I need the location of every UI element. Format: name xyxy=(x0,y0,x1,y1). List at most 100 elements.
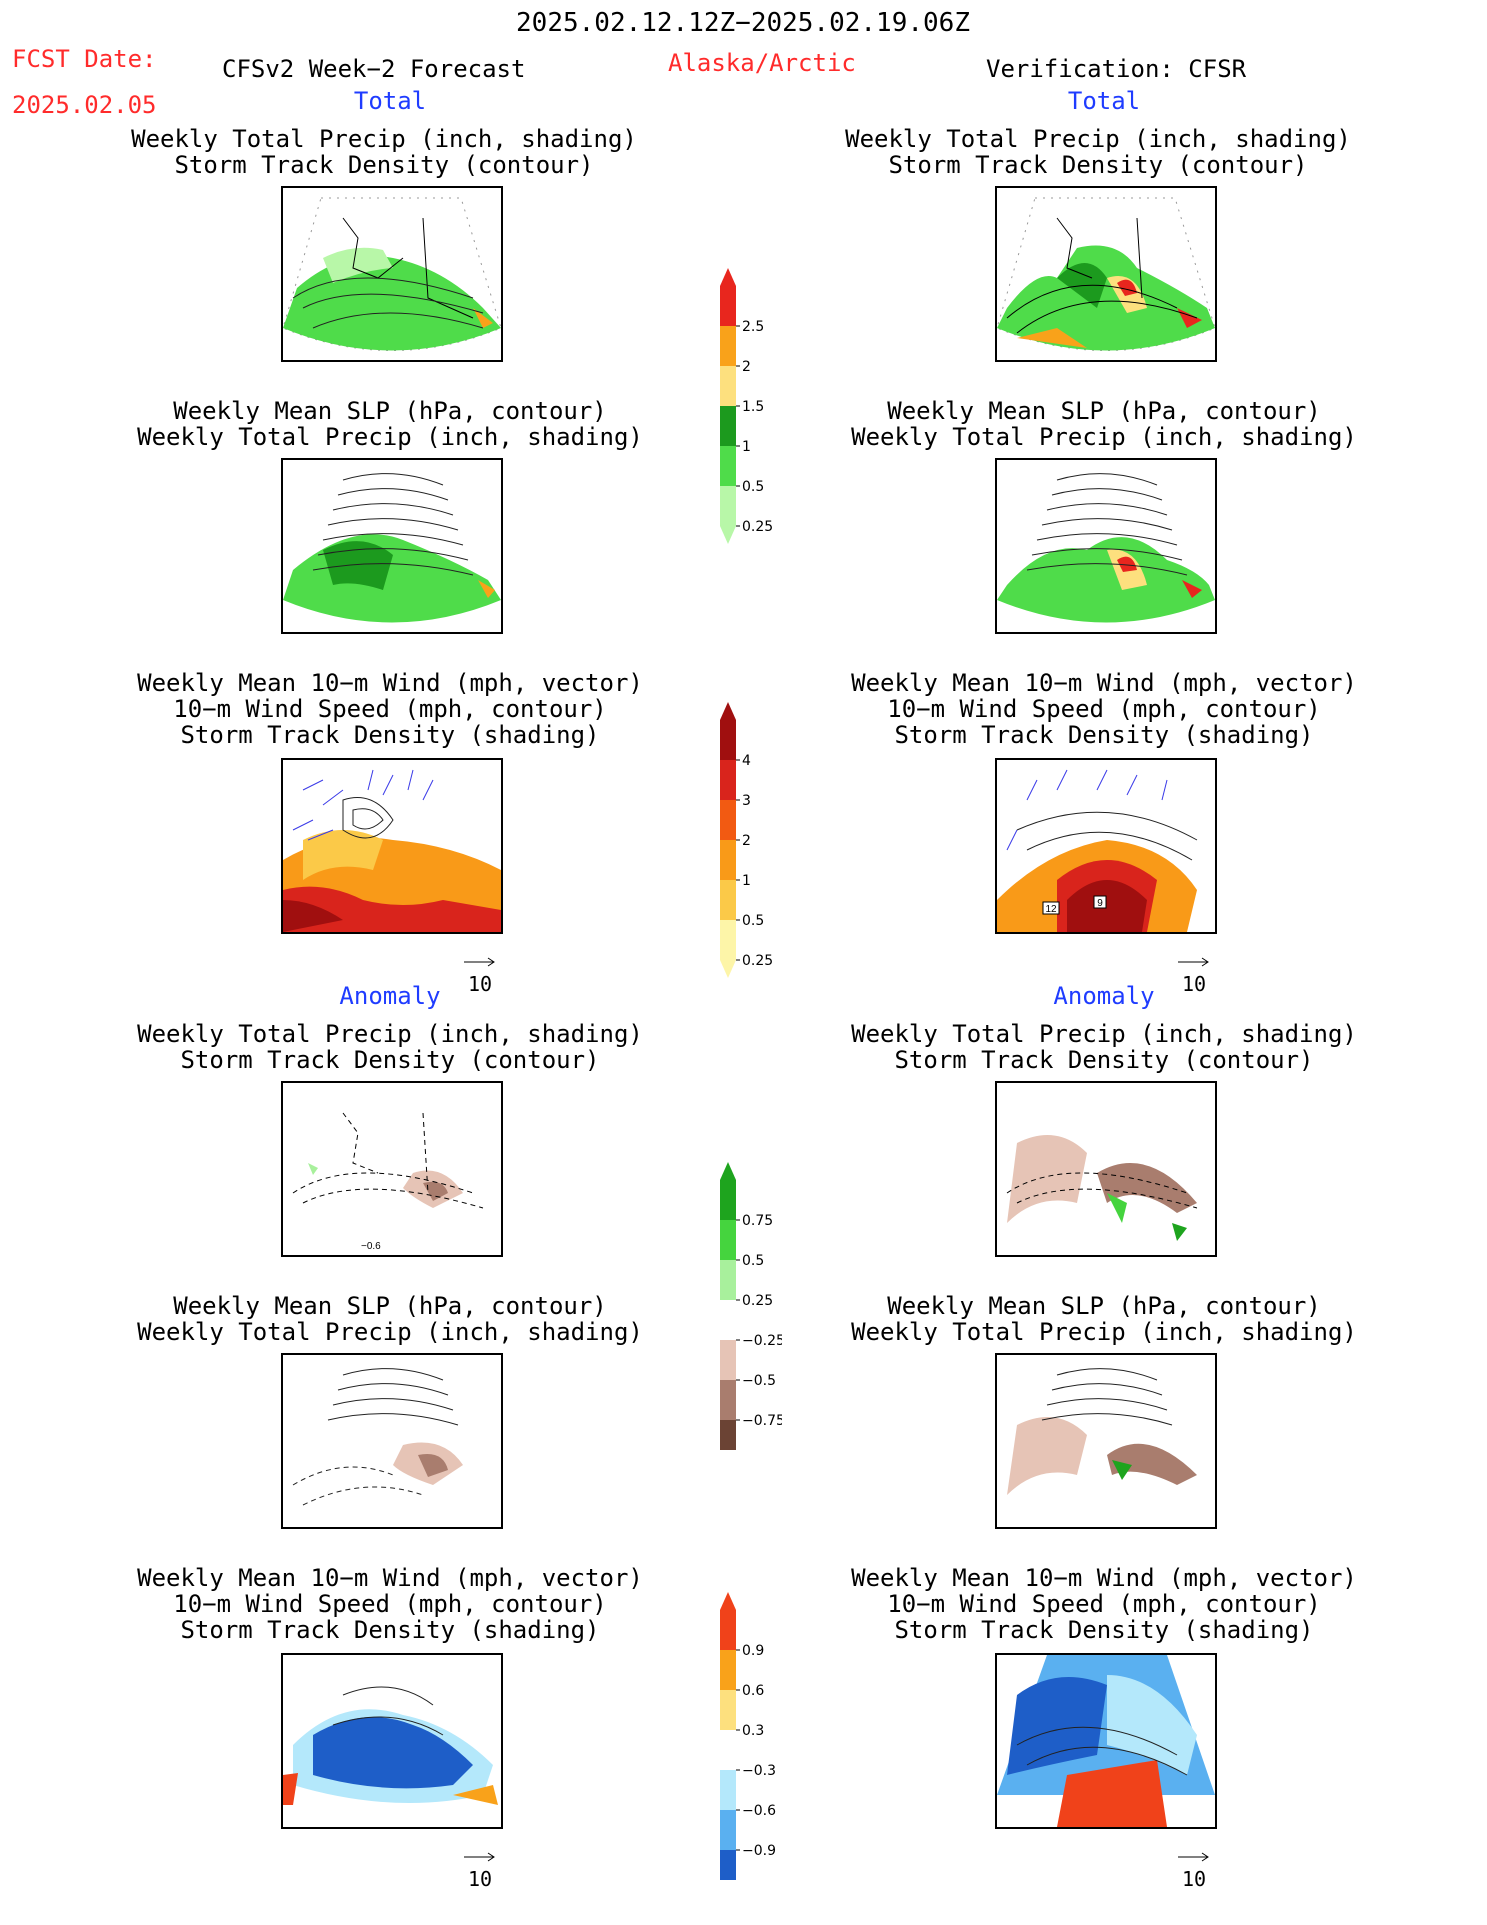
title-row1-left: Weekly Total Precip (inch, shading) Storm… xyxy=(131,125,637,179)
colorbar-swatch xyxy=(720,840,736,880)
colorbar-swatch xyxy=(720,800,736,840)
colorbar-swatch xyxy=(720,1300,736,1340)
colorbar-swatch xyxy=(720,1340,736,1380)
colorbar-label: 0.75 xyxy=(742,1213,773,1229)
colorbar-swatch xyxy=(720,406,736,446)
section-total-right: Total xyxy=(1067,87,1141,115)
map-obs-total-wind-storm: 12 9 xyxy=(995,758,1217,934)
contour-label: −0.6 xyxy=(361,1241,381,1252)
title-row4-left: Weekly Total Precip (inch, shading) Storm… xyxy=(137,1020,643,1074)
map-obs-anom-wind-storm xyxy=(995,1653,1217,1829)
colorbar-label: 0.25 xyxy=(742,1293,773,1309)
colorbar-anomaly-precip: 0.75 0.5 0.25 −0.25 −0.5 −0.75 xyxy=(720,1162,782,1450)
section-anomaly-left: Anomaly xyxy=(339,982,441,1010)
colorbar-cap-top xyxy=(720,268,736,286)
colorbar-swatch xyxy=(720,880,736,920)
colorbar-cap-top xyxy=(720,1592,736,1610)
colorbar-swatch xyxy=(720,1180,736,1220)
title-row5-left: Weekly Mean SLP (hPa, contour) Weekly Tot… xyxy=(137,1292,643,1346)
colorbar-cap-top xyxy=(720,1162,736,1180)
colorbar-swatch xyxy=(720,1420,736,1450)
title-row2-right: Weekly Mean SLP (hPa, contour) Weekly Tot… xyxy=(851,397,1357,451)
colorbar-label: 2 xyxy=(742,833,751,849)
colorbar-total-precip: 2.5 2 1.5 1 0.5 0.25 xyxy=(720,268,773,544)
colorbar-swatch xyxy=(720,1220,736,1260)
colorbar-cap-top xyxy=(720,702,736,720)
title-row4-right: Weekly Total Precip (inch, shading) Storm… xyxy=(851,1020,1357,1074)
map-fcst-total-wind-storm xyxy=(281,758,503,934)
map-obs-anom-precip-storm xyxy=(995,1081,1217,1257)
colorbar-label: 2 xyxy=(742,359,751,375)
colorbar-swatch xyxy=(720,1850,736,1880)
colorbar-swatch xyxy=(720,286,736,326)
fcst-label: FCST Date: xyxy=(12,45,157,73)
verification-label: Verification: CFSR xyxy=(986,55,1247,83)
title-row6-left: Weekly Mean 10−m Wind (mph, vector) 10−m … xyxy=(137,1564,643,1644)
colorbar-swatch xyxy=(720,920,736,960)
colorbar-total-storm-density: 4 3 2 1 0.5 0.25 xyxy=(720,702,773,978)
colorbar-swatch xyxy=(720,1730,736,1770)
map-obs-anom-slp-precip xyxy=(995,1353,1217,1529)
fcst-date: 2025.02.05 xyxy=(12,91,157,119)
colorbar-label: 0.5 xyxy=(742,913,764,929)
colorbar-swatch xyxy=(720,1380,736,1420)
colorbar-swatch xyxy=(720,1770,736,1810)
colorbar-label: 2.5 xyxy=(742,319,764,335)
vector-ref-row6-left: 10 xyxy=(462,1843,498,1891)
title-row2-left: Weekly Mean SLP (hPa, contour) Weekly Tot… xyxy=(137,397,643,451)
map-fcst-anom-slp-precip xyxy=(281,1353,503,1529)
title-row1-right: Weekly Total Precip (inch, shading) Storm… xyxy=(845,125,1351,179)
colorbar-swatch xyxy=(720,1810,736,1850)
colorbar-label: 1.5 xyxy=(742,399,764,415)
colorbar-cap-bottom xyxy=(720,526,736,544)
section-anomaly-right: Anomaly xyxy=(1053,982,1155,1010)
vector-ref-row6-right: 10 xyxy=(1176,1843,1212,1891)
title-row6-right: Weekly Mean 10−m Wind (mph, vector) 10−m … xyxy=(851,1564,1357,1644)
colorbar-label: 0.5 xyxy=(742,479,764,495)
region-label: Alaska/Arctic xyxy=(668,49,856,77)
model-label: CFSv2 Week−2 Forecast xyxy=(222,55,526,83)
colorbar-label: 0.5 xyxy=(742,1253,764,1269)
density-label-9: 9 xyxy=(1097,898,1103,909)
title-row3-left: Weekly Mean 10−m Wind (mph, vector) 10−m … xyxy=(137,669,643,749)
colorbar-label: 0.3 xyxy=(742,1723,764,1739)
colorbar-label: 1 xyxy=(742,873,751,889)
map-obs-total-precip-storm xyxy=(995,186,1217,362)
colorbar-swatch xyxy=(720,486,736,526)
density-label-12: 12 xyxy=(1045,904,1057,915)
colorbar-swatch xyxy=(720,1610,736,1650)
colorbar-anomaly-storm-density: 0.9 0.6 0.3 −0.3 −0.6 −0.9 xyxy=(720,1592,776,1880)
map-fcst-anom-wind-storm xyxy=(281,1653,503,1829)
map-fcst-anom-precip-storm: −0.6 xyxy=(281,1081,503,1257)
colorbar-swatch xyxy=(720,326,736,366)
map-obs-total-slp-precip xyxy=(995,458,1217,634)
colorbar-swatch xyxy=(720,760,736,800)
colorbar-label: −0.3 xyxy=(742,1763,776,1779)
colorbar-swatch xyxy=(720,1260,736,1300)
colorbar-label: 1 xyxy=(742,439,751,455)
colorbar-label: 3 xyxy=(742,793,751,809)
vector-ref-row3-right: 10 xyxy=(1176,948,1212,996)
colorbar-swatch xyxy=(720,720,736,760)
colorbar-label: −0.6 xyxy=(742,1803,776,1819)
colorbar-label: −0.9 xyxy=(742,1843,776,1859)
colorbar-label: −0.25 xyxy=(742,1333,782,1349)
colorbar-label: −0.5 xyxy=(742,1373,776,1389)
colorbar-swatch xyxy=(720,446,736,486)
period-title: 2025.02.12.12Z−2025.02.19.06Z xyxy=(516,8,970,38)
colorbar-swatch xyxy=(720,366,736,406)
map-fcst-total-slp-precip xyxy=(281,458,503,634)
vector-ref-row3-left: 10 xyxy=(462,948,498,996)
colorbar-swatch xyxy=(720,1650,736,1690)
colorbar-label: 4 xyxy=(742,753,751,769)
colorbar-label: −0.75 xyxy=(742,1413,782,1429)
colorbar-label: 0.6 xyxy=(742,1683,764,1699)
section-total-left: Total xyxy=(353,87,427,115)
colorbar-label: 0.25 xyxy=(742,953,773,969)
colorbar-label: 0.25 xyxy=(742,519,773,535)
colorbar-swatch xyxy=(720,1690,736,1730)
title-row5-right: Weekly Mean SLP (hPa, contour) Weekly Tot… xyxy=(851,1292,1357,1346)
title-row3-right: Weekly Mean 10−m Wind (mph, vector) 10−m … xyxy=(851,669,1357,749)
colorbar-label: 0.9 xyxy=(742,1643,764,1659)
colorbar-cap-bottom xyxy=(720,960,736,978)
